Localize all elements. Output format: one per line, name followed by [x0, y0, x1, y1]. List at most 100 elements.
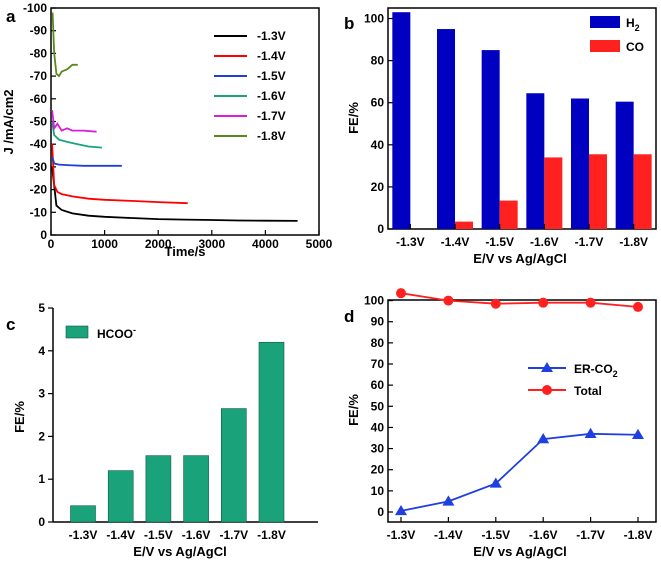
- panel-c-y-label: FE/%: [12, 401, 27, 433]
- panel-a-x-tick-label: 3000: [198, 237, 225, 251]
- panel-c-y-tick-label: 0: [38, 515, 45, 529]
- panel-d-x-tick-label: -1.4V: [434, 528, 463, 542]
- panel-d-y-tick-label: 70: [371, 357, 385, 371]
- panel-a-legend-label: -1.7V: [257, 109, 286, 123]
- panel-a-x-tick-label: 4000: [252, 237, 279, 251]
- panel-c-y-ticks: 0 1 2 3 4 5: [38, 301, 53, 529]
- panel-b-y-tick-label: 0: [377, 222, 384, 236]
- panel-c-chart: -1.3V -1.4V -1.5V -1.6V -1.7V -1.8V 0 1 2 3 4 5 HC…: [12, 301, 318, 559]
- panel-b-x-label: E/V vs Ag/AgCl: [473, 251, 566, 266]
- panel-d-marker-circle: [396, 288, 406, 299]
- panel-b-y-tick-label: 100: [364, 12, 384, 26]
- panel-b-bar-h2: [571, 98, 589, 229]
- panel-c-x-tick-label: -1.7V: [219, 528, 248, 542]
- panel-a-y-tick-label: -100: [23, 1, 47, 15]
- panel-c-x-tick-label: -1.3V: [69, 528, 98, 542]
- panel-d-legend-label-subscript: 2: [613, 369, 618, 379]
- panel-a-y-tick-label: -70: [30, 69, 48, 83]
- panel-c-bar-hcoo: [107, 470, 134, 523]
- panel-b-chart: -1.3V -1.4V -1.5V -1.6V -1.7V -1.8V 0 20 40 60 80…: [346, 7, 657, 266]
- panel-a-y-label: J /mA/cm2: [1, 89, 16, 154]
- panel-a-x-tick-label: 1000: [91, 237, 118, 251]
- panel-a-series-line-4: [51, 109, 97, 133]
- panel-d-marker-triangle: [537, 433, 550, 444]
- panel-d-marker-circle: [443, 295, 454, 306]
- panel-a-legend-label: -1.5V: [257, 69, 286, 83]
- panel-b-y-tick-label: 40: [371, 138, 385, 152]
- panel-d-y-tick-label: 20: [371, 463, 385, 477]
- panel-a-series-line-2: [51, 157, 122, 167]
- panel-c-x-tick-label: -1.6V: [182, 528, 211, 542]
- panel-d-y-tick-label: 40: [371, 420, 385, 434]
- panel-b-x-tick-label: -1.4V: [441, 235, 470, 249]
- panel-b-legend-label-main: CO: [626, 40, 644, 54]
- panel-d-marker-triangle: [489, 477, 502, 488]
- panel-a-legend: -1.3V -1.4V -1.5V -1.6V -1.7V -1.8V: [214, 29, 286, 143]
- panel-d-y-tick-label: 100: [364, 294, 384, 308]
- panel-d-legend-marker: [541, 362, 553, 372]
- panel-d-legend-label-main: Total: [574, 384, 602, 398]
- panel-d-y-tick-label: 0: [377, 505, 384, 519]
- panel-c-x-ticks: -1.3V -1.4V -1.5V -1.6V -1.7V -1.8V: [69, 528, 286, 542]
- panel-d-marker-triangle: [584, 427, 597, 438]
- panel-d-y-tick-label: 50: [371, 399, 385, 413]
- panel-d-legend-marker: [542, 385, 552, 395]
- panel-a-series-line-5: [51, 12, 78, 78]
- panel-letter-d: d: [344, 307, 354, 326]
- panel-b-bar-h2: [392, 12, 411, 230]
- panel-a-x-tick-label: 2000: [145, 237, 172, 251]
- panel-b-x-tick-label: -1.7V: [575, 235, 604, 249]
- panel-a-y-tick-label: -30: [30, 160, 48, 174]
- panel-b-bar-co: [499, 200, 518, 229]
- panel-a-y-tick-label: -60: [30, 92, 48, 106]
- panel-c-legend: HCOO-: [65, 325, 136, 341]
- panel-d-x-label: E/V vs Ag/AgCl: [473, 544, 566, 559]
- panel-c-y-tick-label: 3: [38, 387, 45, 401]
- panel-c-legend-label-main: HCOO: [97, 327, 133, 341]
- panel-b-y-tick-label: 60: [371, 96, 385, 110]
- panel-b-legend-label: CO: [626, 40, 644, 54]
- panel-b-y-ticks: 0 20 40 60 80 100: [364, 12, 393, 236]
- panel-a-series-line-1: [51, 144, 188, 205]
- panel-c-bar-hcoo: [258, 341, 285, 523]
- panel-c-y-tick-label: 1: [38, 472, 45, 486]
- panel-a-y-tick-label: -90: [30, 24, 48, 38]
- panel-d-x-tick-label: -1.7V: [576, 528, 605, 542]
- panel-b-legend-label: H2: [626, 16, 640, 33]
- panel-letter-a: a: [6, 7, 16, 26]
- panel-c-y-tick-label: 5: [38, 301, 45, 315]
- panel-d-y-tick-label: 90: [371, 315, 385, 329]
- panel-b-frame: [387, 7, 657, 230]
- panel-c-x-label: E/V vs Ag/AgCl: [133, 544, 226, 559]
- panel-c-legend-label: HCOO-: [97, 325, 136, 341]
- panel-a-x-label: Time/s: [165, 244, 206, 259]
- panel-d-series-line-1: [400, 292, 639, 308]
- panel-b-x-tick-label: -1.6V: [530, 235, 559, 249]
- panel-a-x-ticks: 0 1000 2000 3000 4000 5000: [48, 230, 333, 251]
- panel-c-bar-hcoo: [221, 408, 247, 523]
- panel-b-y-tick-label: 20: [371, 180, 385, 194]
- panel-b-legend: H2 CO: [590, 16, 644, 54]
- panel-b-bar-co: [633, 154, 652, 229]
- panel-a-y-tick-label: -40: [30, 137, 48, 151]
- panel-letter-c: c: [6, 315, 15, 334]
- panel-c-bar-hcoo: [183, 455, 209, 523]
- panel-c-bar-hcoo: [145, 455, 172, 523]
- panel-d-y-label: FE/%: [346, 394, 361, 426]
- panel-d-y-tick-label: 80: [371, 336, 385, 350]
- panel-d-marker-circle: [538, 297, 549, 308]
- panel-d-legend-label: ER-CO2: [574, 362, 618, 379]
- panel-d-y-tick-label: 60: [371, 378, 385, 392]
- panel-d-y-tick-label: 30: [371, 442, 385, 456]
- panel-c-y-tick-label: 4: [38, 344, 45, 358]
- panel-b-bar-h2: [526, 93, 545, 229]
- panel-a-y-ticks: 0 -10 -20 -30 -40 -50 -60 -70 -80 -90 -100: [23, 1, 56, 242]
- panel-a-x-tick-label: 0: [48, 237, 55, 251]
- panel-d-series-line-0: [400, 432, 639, 512]
- panel-d-frame: [387, 299, 657, 523]
- panel-a-y-tick-label: 0: [40, 228, 47, 242]
- panel-c-y-tick-label: 2: [38, 429, 45, 443]
- panel-b-bar-h2: [481, 50, 500, 229]
- panel-d-marker-triangle: [442, 495, 455, 506]
